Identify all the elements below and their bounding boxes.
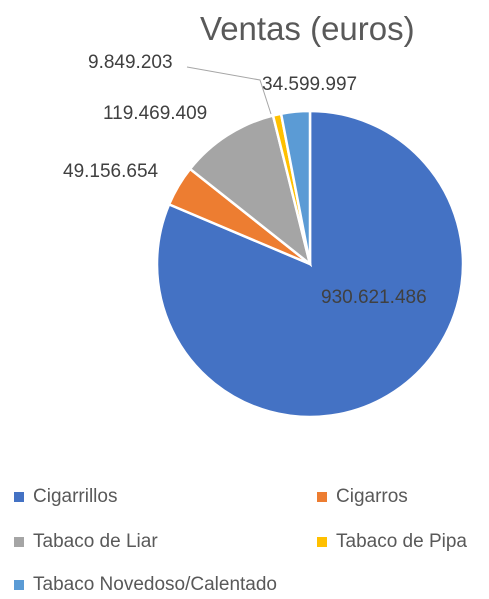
legend-item-tabaco-liar[interactable]: Tabaco de Liar [14,531,158,553]
legend-swatch-cigarros [317,492,327,502]
data-label-tabaco-novedoso: 34.599.997 [262,74,358,95]
legend-label: Tabaco de Liar [33,531,158,552]
slice-cigarrillos[interactable] [155,109,465,419]
legend-item-tabaco-novedoso[interactable]: Tabaco Novedoso/Calentado [14,574,277,596]
legend-item-cigarros[interactable]: Cigarros [317,486,408,508]
slice-tabaco-liar[interactable] [188,114,313,268]
data-label-cigarros: 49.156.654 [63,161,159,182]
data-label-cigarrillos: 930.621.486 [321,287,427,308]
data-label-tabaco-pipa: 9.849.203 [88,52,173,73]
data-label-tabaco-liar: 119.469.409 [103,103,208,124]
legend-swatch-cigarrillos [14,492,24,502]
legend-swatch-tabaco-pipa [317,537,327,547]
legend-label: Tabaco Novedoso/Calentado [33,574,278,595]
slice-tabaco-novedoso[interactable] [279,109,312,265]
legend-swatch-tabaco-novedoso [14,580,24,590]
leader-line-pipa [186,66,272,115]
legend-label: Tabaco de Pipa [336,531,467,552]
legend-swatch-tabaco-liar [14,537,24,547]
legend-label: Cigarros [336,486,408,507]
legend-item-tabaco-pipa[interactable]: Tabaco de Pipa [317,531,467,553]
pie-chart [155,66,465,419]
legend-item-cigarrillos[interactable]: Cigarrillos [14,486,117,508]
chart-title: Ventas (euros) [200,10,415,47]
legend-label: Cigarrillos [33,486,118,507]
